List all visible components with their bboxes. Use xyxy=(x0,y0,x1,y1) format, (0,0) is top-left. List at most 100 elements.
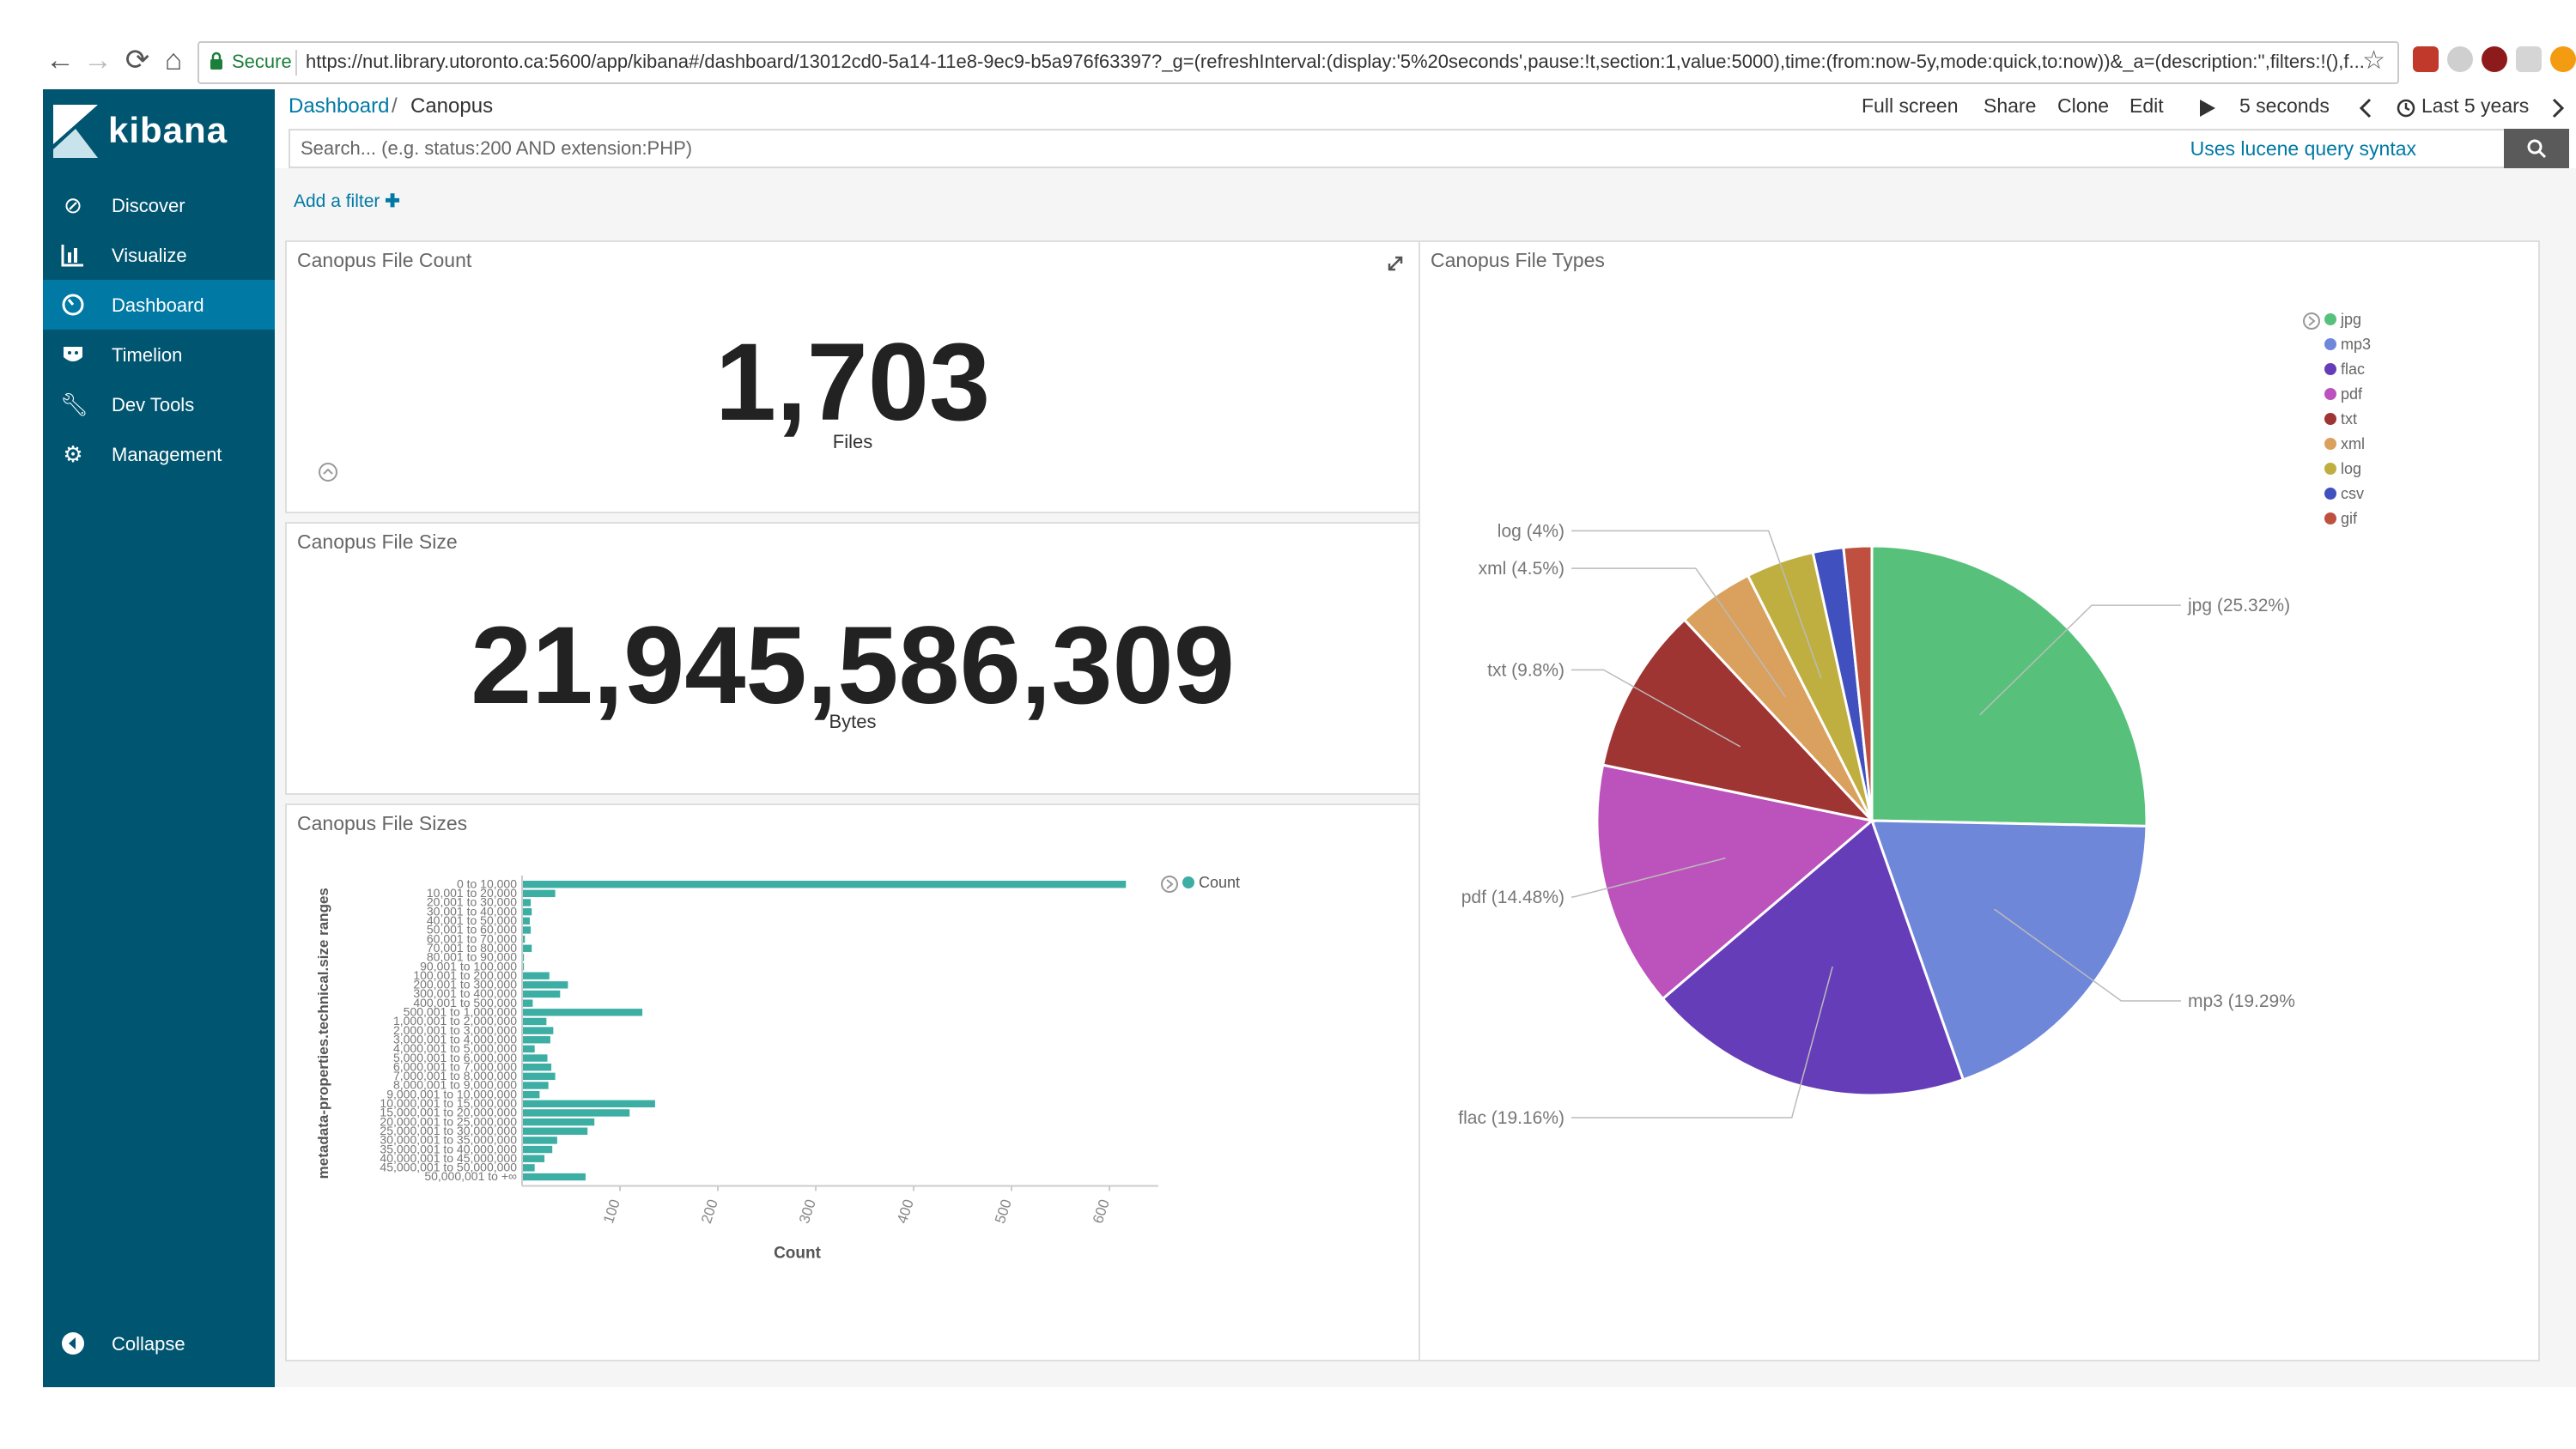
bar[interactable] xyxy=(523,1036,550,1044)
legend-label[interactable]: csv xyxy=(2341,485,2364,502)
legend-label[interactable]: jpg xyxy=(2340,311,2361,328)
bar[interactable] xyxy=(523,962,525,971)
legend-label[interactable]: txt xyxy=(2341,410,2357,427)
expand-icon[interactable] xyxy=(1386,254,1405,273)
bar[interactable] xyxy=(523,1017,547,1026)
bar[interactable] xyxy=(523,999,533,1007)
x-tick-label: 600 xyxy=(1090,1197,1113,1226)
kibana-logo-text: kibana xyxy=(108,110,228,150)
cloud-extension-icon[interactable] xyxy=(2447,46,2473,72)
address-bar[interactable]: Secure https://nut.library.utoronto.ca:5… xyxy=(197,41,2399,84)
bookmark-star-icon[interactable]: ☆ xyxy=(2362,46,2385,75)
reload-icon[interactable]: ⟳ xyxy=(125,44,150,76)
clone-button[interactable]: Clone xyxy=(2057,94,2110,117)
bar[interactable] xyxy=(523,1009,643,1016)
search-button[interactable] xyxy=(2504,129,2569,168)
sidebar-item-dev-tools[interactable]: 🔧︎ Dev Tools xyxy=(43,379,275,429)
breadcrumb-current: Canopus xyxy=(410,94,494,118)
legend-toggle-icon[interactable] xyxy=(1161,876,1178,893)
bar[interactable] xyxy=(523,889,556,898)
add-filter-label: Add a filter xyxy=(294,191,380,211)
chevron-right-icon[interactable] xyxy=(2550,98,2566,118)
legend-label[interactable]: xml xyxy=(2341,435,2365,452)
bar[interactable] xyxy=(523,935,526,943)
download-extension-icon[interactable] xyxy=(2516,46,2542,72)
bar[interactable] xyxy=(523,907,532,916)
bar[interactable] xyxy=(523,990,561,998)
sidebar-collapse-button[interactable]: Collapse xyxy=(43,1319,275,1368)
bar[interactable] xyxy=(523,1164,535,1172)
bar[interactable] xyxy=(523,1118,595,1126)
legend-label[interactable]: pdf xyxy=(2341,385,2363,403)
search-icon xyxy=(2527,139,2547,159)
time-range-button[interactable]: Last 5 years xyxy=(2421,94,2530,117)
bar[interactable] xyxy=(523,1100,655,1107)
bar[interactable] xyxy=(523,1054,548,1062)
legend-toggle-icon[interactable] xyxy=(2303,312,2320,330)
pie-callout-line xyxy=(1571,966,1833,1119)
calendar-extension-icon[interactable] xyxy=(2413,46,2439,72)
bar[interactable] xyxy=(523,926,532,934)
bar[interactable] xyxy=(523,1145,553,1154)
category-tick-label: 10,001 to 20,000 xyxy=(427,886,517,900)
category-tick-label: 20,000,001 to 25,000,000 xyxy=(380,1114,517,1128)
bar[interactable] xyxy=(523,1109,630,1117)
bar[interactable] xyxy=(523,954,525,961)
back-arrow-icon[interactable]: ← xyxy=(46,44,75,76)
sidebar-item-timelion[interactable]: Timelion xyxy=(43,330,275,379)
bar[interactable] xyxy=(523,1127,588,1135)
legend-swatch xyxy=(2324,338,2336,350)
file-count-value: 1,703 xyxy=(714,321,991,444)
add-filter-link[interactable]: Add a filter ✚ xyxy=(294,191,400,212)
search-input[interactable] xyxy=(299,132,2226,165)
share-button[interactable]: Share xyxy=(1984,94,2037,117)
play-icon[interactable] xyxy=(2198,98,2217,118)
sidebar-item-discover[interactable]: ⊘ Discover xyxy=(43,180,275,230)
bar[interactable] xyxy=(523,1045,535,1053)
breadcrumb-dashboard-link[interactable]: Dashboard xyxy=(289,94,390,118)
bar[interactable] xyxy=(523,1027,554,1034)
chevron-left-icon[interactable] xyxy=(2358,98,2373,118)
bar[interactable] xyxy=(523,881,1127,888)
bar[interactable] xyxy=(523,899,532,906)
bar[interactable] xyxy=(523,917,530,925)
legend-label[interactable]: log xyxy=(2341,460,2361,477)
category-tick-label: 15,000,001 to 20,000,000 xyxy=(380,1106,517,1119)
home-icon[interactable]: ⌂ xyxy=(164,44,183,76)
url-text[interactable]: https://nut.library.utoronto.ca:5600/app… xyxy=(306,51,2365,72)
toggle-legend-icon[interactable] xyxy=(318,462,338,482)
pie-callout-line xyxy=(1994,908,2181,1002)
forward-arrow-icon[interactable]: → xyxy=(83,44,112,76)
legend-label[interactable]: Count xyxy=(1199,874,1240,891)
edit-button[interactable]: Edit xyxy=(2129,94,2164,117)
legend-label[interactable]: gif xyxy=(2341,510,2358,527)
sidebar-item-management[interactable]: ⚙ Management xyxy=(43,429,275,479)
bar[interactable] xyxy=(523,1137,557,1144)
lucene-syntax-link[interactable]: Uses lucene query syntax xyxy=(2190,137,2416,160)
bar[interactable] xyxy=(523,981,568,989)
x-tick-label: 100 xyxy=(600,1197,623,1226)
bar[interactable] xyxy=(523,1064,552,1071)
bar[interactable] xyxy=(523,1090,540,1099)
pie-callout-label: xml (4.5%) xyxy=(1479,559,1564,579)
file-size-label: Bytes xyxy=(829,711,877,732)
compass-icon: ⊘ xyxy=(64,192,82,218)
sidebar-item-visualize[interactable]: Visualize xyxy=(43,230,275,280)
sidebar-item-dashboard[interactable]: Dashboard xyxy=(43,280,275,330)
coin-extension-icon[interactable] xyxy=(2550,46,2576,72)
url-divider xyxy=(295,50,297,76)
refresh-interval-button[interactable]: 5 seconds xyxy=(2239,94,2330,117)
full-screen-button[interactable]: Full screen xyxy=(1862,94,1959,117)
pie-slice-gif[interactable] xyxy=(1842,544,1874,822)
bar[interactable] xyxy=(523,1082,549,1089)
ublock-extension-icon[interactable] xyxy=(2482,46,2507,72)
category-tick-label: 10,000,001 to 15,000,000 xyxy=(380,1096,517,1110)
legend-label[interactable]: mp3 xyxy=(2341,336,2371,353)
bar[interactable] xyxy=(523,1072,556,1081)
pie-callout-line xyxy=(1571,857,1726,898)
legend-label[interactable]: flac xyxy=(2341,361,2365,378)
bar[interactable] xyxy=(523,972,550,979)
bar[interactable] xyxy=(523,1173,586,1181)
bar[interactable] xyxy=(523,1155,545,1162)
bar[interactable] xyxy=(523,944,532,952)
